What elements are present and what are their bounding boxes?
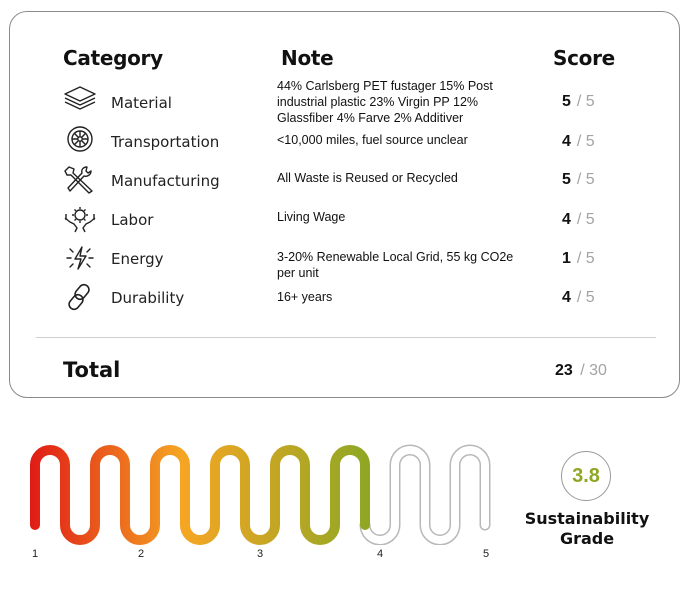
gauge-tick: 3 xyxy=(257,548,264,560)
category-label: Material xyxy=(111,94,172,112)
category-label: Manufacturing xyxy=(111,172,220,190)
score-value: 5 / 5 xyxy=(562,93,622,111)
score-max: / 5 xyxy=(576,171,595,188)
total-number: 23 xyxy=(555,362,573,379)
note-text: Living Wage xyxy=(277,210,346,224)
energy-bolt-icon xyxy=(66,246,94,270)
gauge-filled-path xyxy=(30,445,370,545)
divider xyxy=(36,337,656,338)
note-text: 16+ years xyxy=(277,290,333,304)
category-label: Transportation xyxy=(111,133,220,151)
gauge-empty-segment xyxy=(359,444,491,545)
score-card: Category Note Score Material 44% Carlsbe… xyxy=(9,11,680,398)
wheel-icon xyxy=(67,126,93,152)
gauge-tick: 5 xyxy=(483,548,490,560)
tools-icon xyxy=(64,166,93,194)
gauge-empty-inner xyxy=(361,446,489,544)
score-number: 4 xyxy=(562,289,571,306)
grade-label-line1: Sustainability xyxy=(524,509,650,528)
total-score: 23 / 30 xyxy=(555,362,607,380)
gauge-tick: 2 xyxy=(138,548,145,560)
grade-label: Sustainability Grade xyxy=(517,509,657,549)
score-number: 5 xyxy=(562,93,571,110)
hands-gear-icon xyxy=(64,207,96,233)
grade-value: 3.8 xyxy=(572,464,600,487)
header-score: Score xyxy=(553,46,615,70)
score-max: / 5 xyxy=(576,250,595,267)
score-value: 5 / 5 xyxy=(562,171,622,189)
grade-badge: 3.8 xyxy=(561,451,611,501)
score-number: 4 xyxy=(562,211,571,228)
note-text: All Waste is Reused or Recycled xyxy=(277,171,458,185)
chain-link-icon xyxy=(68,283,90,311)
note-text: 44% Carlsberg PET fustager 15% Post indu… xyxy=(277,79,493,125)
category-label: Labor xyxy=(111,211,154,229)
score-number: 1 xyxy=(562,250,571,267)
category-label: Durability xyxy=(111,289,185,307)
score-number: 4 xyxy=(562,133,571,150)
grade-label-line2: Grade xyxy=(559,529,615,548)
layers-icon xyxy=(64,86,96,110)
gauge-filled-segment xyxy=(30,445,370,545)
note-text: 3-20% Renewable Local Grid, 55 kg CO2e p… xyxy=(277,250,514,280)
total-label: Total xyxy=(63,358,121,382)
header-note: Note xyxy=(281,46,334,70)
score-max: / 5 xyxy=(576,93,595,110)
total-max: / 30 xyxy=(580,362,607,379)
score-max: / 5 xyxy=(576,133,595,150)
score-value: 4 / 5 xyxy=(562,211,622,229)
note-text: <10,000 miles, fuel source unclear xyxy=(277,133,468,147)
gauge-tick: 1 xyxy=(32,548,39,560)
score-value: 1 / 5 xyxy=(562,250,622,268)
score-value: 4 / 5 xyxy=(562,289,622,307)
score-max: / 5 xyxy=(576,289,595,306)
score-value: 4 / 5 xyxy=(562,133,622,151)
sustainability-gauge xyxy=(30,444,491,545)
gauge-tick: 4 xyxy=(377,548,384,560)
category-label: Energy xyxy=(111,250,164,268)
score-number: 5 xyxy=(562,171,571,188)
header-category: Category xyxy=(63,46,163,70)
score-max: / 5 xyxy=(576,211,595,228)
